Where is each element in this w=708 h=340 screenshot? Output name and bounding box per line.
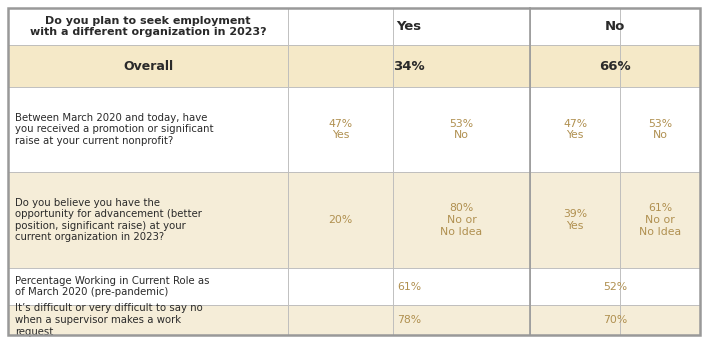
Bar xyxy=(530,8,620,45)
Text: 34%: 34% xyxy=(393,59,425,72)
Bar xyxy=(530,87,620,172)
Bar xyxy=(620,45,700,87)
Text: 52%: 52% xyxy=(603,282,627,291)
Text: Between March 2020 and today, have
you received a promotion or significant
raise: Between March 2020 and today, have you r… xyxy=(15,113,214,146)
Bar xyxy=(288,87,393,172)
Text: It’s difficult or very difficult to say no
when a supervisor makes a work
reques: It’s difficult or very difficult to say … xyxy=(15,303,202,337)
Bar xyxy=(530,305,620,335)
Bar xyxy=(288,8,393,45)
Text: 53%
No: 53% No xyxy=(450,119,474,140)
Bar xyxy=(393,87,530,172)
Text: Yes: Yes xyxy=(396,20,421,33)
Bar xyxy=(8,305,288,335)
Bar xyxy=(393,45,530,87)
Text: Do you believe you have the
opportunity for advancement (better
position, signif: Do you believe you have the opportunity … xyxy=(15,198,202,242)
Bar xyxy=(620,172,700,268)
Text: 53%
No: 53% No xyxy=(648,119,672,140)
Bar xyxy=(8,8,288,45)
Text: 39%
Yes: 39% Yes xyxy=(563,209,587,231)
Text: No: No xyxy=(605,20,625,33)
Text: 80%
No or
No Idea: 80% No or No Idea xyxy=(440,203,483,237)
Text: 47%
Yes: 47% Yes xyxy=(563,119,587,140)
Bar xyxy=(620,268,700,305)
Bar xyxy=(393,305,530,335)
Bar xyxy=(8,172,288,268)
Text: Percentage Working in Current Role as
of March 2020 (pre-pandemic): Percentage Working in Current Role as of… xyxy=(15,276,210,297)
Bar xyxy=(530,268,620,305)
Bar xyxy=(8,268,288,305)
Bar xyxy=(620,8,700,45)
Text: 47%
Yes: 47% Yes xyxy=(329,119,353,140)
Bar xyxy=(620,305,700,335)
Bar xyxy=(620,87,700,172)
Bar xyxy=(8,87,288,172)
Text: 78%: 78% xyxy=(397,315,421,325)
Text: Do you plan to seek employment
with a different organization in 2023?: Do you plan to seek employment with a di… xyxy=(30,16,266,37)
Bar xyxy=(530,45,620,87)
Text: 20%: 20% xyxy=(329,215,353,225)
Bar xyxy=(393,8,530,45)
Text: 61%: 61% xyxy=(397,282,421,291)
Bar xyxy=(530,172,620,268)
Bar xyxy=(288,305,393,335)
Bar xyxy=(288,268,393,305)
Bar xyxy=(393,172,530,268)
Bar xyxy=(393,268,530,305)
Text: 66%: 66% xyxy=(599,59,631,72)
Bar xyxy=(288,45,393,87)
Text: 70%: 70% xyxy=(603,315,627,325)
Bar xyxy=(288,172,393,268)
Text: 61%
No or
No Idea: 61% No or No Idea xyxy=(639,203,681,237)
Text: Overall: Overall xyxy=(123,59,173,72)
Bar xyxy=(8,45,288,87)
